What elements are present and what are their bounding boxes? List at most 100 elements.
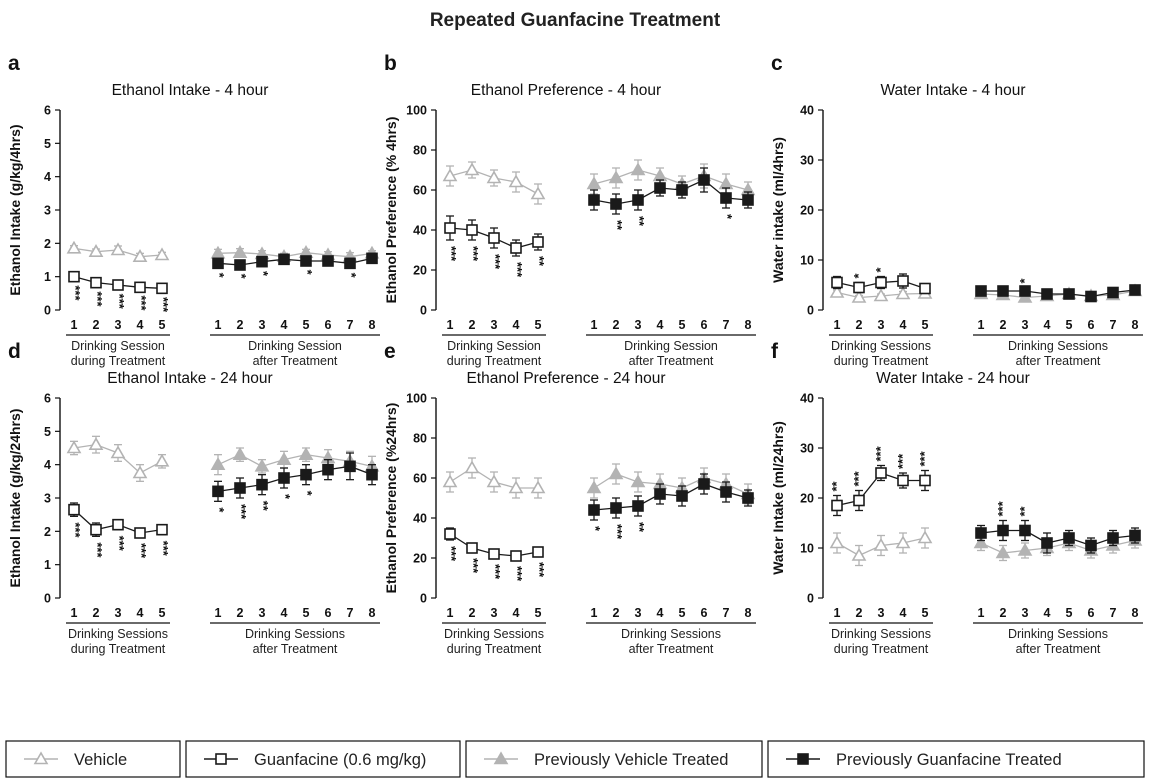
data-point xyxy=(298,447,314,460)
significance-marker: ** xyxy=(632,522,647,533)
y-axis-label: Ethanol Preference (%24hrs) xyxy=(383,403,399,594)
data-point xyxy=(156,523,168,536)
data-point xyxy=(110,242,126,256)
data-point xyxy=(486,474,502,488)
x-tick-label: 6 xyxy=(325,318,332,332)
series-vehicle xyxy=(829,284,933,303)
y-tick-label: 30 xyxy=(800,154,814,168)
x-tick-label: 6 xyxy=(701,606,708,620)
x-tick-label: 3 xyxy=(491,606,498,620)
data-point xyxy=(742,492,754,504)
x-tick-label: 1 xyxy=(447,318,454,332)
group-label-during: during Treatment xyxy=(834,354,929,368)
panel-d: d Ethanol Intake - 24 hour 0 1 2 3 4 5 6 Ethanol … xyxy=(7,340,380,656)
group-label-after: Drinking Sessions xyxy=(1008,627,1108,641)
data-point xyxy=(366,252,378,265)
x-tick-label: 7 xyxy=(723,606,730,620)
data-point xyxy=(698,478,710,490)
panel-f: f Water Intake - 24 hour 0 10 20 30 40 Water In… xyxy=(770,340,1143,656)
group-label-after: Drinking Session xyxy=(624,339,718,353)
legend-label: Previously Vehicle Treated xyxy=(534,751,728,769)
data-point xyxy=(917,530,933,544)
legend-marker xyxy=(493,751,509,765)
data-point xyxy=(488,232,500,244)
y-tick-label: 60 xyxy=(413,472,427,486)
data-point xyxy=(995,545,1011,559)
data-point xyxy=(873,288,889,302)
group-label-after: Drinking Sessions xyxy=(621,627,721,641)
panel-e: e Ethanol Preference - 24 hour 0 20 40 60 80 10… xyxy=(383,340,756,656)
group-label-during: during Treatment xyxy=(71,642,166,656)
y-tick-label: 1 xyxy=(44,270,51,284)
x-tick-label: 8 xyxy=(369,318,376,332)
x-tick-label: 1 xyxy=(71,606,78,620)
data-point xyxy=(444,222,456,234)
data-point xyxy=(486,170,502,184)
series-guanfacine-0-6-mg-kg: *** *** *** *** *** xyxy=(68,502,171,559)
data-point xyxy=(1041,288,1053,300)
x-tick-label: 1 xyxy=(215,318,222,332)
data-point xyxy=(676,184,688,196)
data-point xyxy=(720,486,732,498)
data-point xyxy=(466,224,478,236)
significance-marker: *** xyxy=(444,546,459,562)
legend-item-1: Vehicle xyxy=(5,740,181,778)
data-point xyxy=(232,245,248,258)
significance-marker: *** xyxy=(112,294,127,310)
x-tick-label: 2 xyxy=(1000,606,1007,620)
group-label-during: during Treatment xyxy=(447,354,542,368)
x-tick-label: 1 xyxy=(978,606,985,620)
data-point xyxy=(630,474,646,488)
y-tick-label: 20 xyxy=(800,492,814,506)
x-tick-label: 4 xyxy=(513,606,520,620)
data-point xyxy=(1129,529,1141,542)
x-tick-label: 1 xyxy=(447,606,454,620)
data-point xyxy=(344,257,356,270)
y-axis-label: Ethanol Preference (% 4hrs) xyxy=(383,117,399,304)
series-vehicle xyxy=(66,240,170,262)
panel-title: Ethanol Preference - 24 hour xyxy=(466,370,665,387)
x-tick-label: 1 xyxy=(591,318,598,332)
significance-marker: *** xyxy=(995,500,1010,516)
x-tick-label: 2 xyxy=(613,318,620,332)
legend-item-2: Guanfacine (0.6 mg/kg) xyxy=(185,740,461,778)
x-tick-label: 5 xyxy=(535,606,542,620)
significance-marker: * xyxy=(256,271,271,277)
legend-marker xyxy=(215,753,227,765)
data-point xyxy=(853,281,865,294)
significance-marker: ** xyxy=(1017,505,1032,516)
y-tick-label: 2 xyxy=(44,525,51,539)
panel-letter: f xyxy=(771,340,779,363)
y-axis-label: Ethanol Intake (g/kg/4hrs) xyxy=(7,124,23,295)
x-tick-label: 7 xyxy=(1110,318,1117,332)
y-tick-label: 5 xyxy=(44,137,51,151)
filled-triangle-icon xyxy=(493,751,509,765)
data-point xyxy=(1107,286,1119,299)
significance-marker: *** xyxy=(851,470,866,486)
data-point xyxy=(831,276,843,289)
significance-marker: *** xyxy=(134,295,149,311)
y-tick-label: 40 xyxy=(800,392,814,406)
data-point xyxy=(630,162,646,176)
data-point xyxy=(608,466,624,480)
data-point xyxy=(873,537,889,551)
group-label-during: Drinking Session xyxy=(447,339,541,353)
y-tick-label: 2 xyxy=(44,237,51,251)
y-tick-label: 1 xyxy=(44,558,51,572)
data-point xyxy=(1129,284,1141,296)
filled-square-icon xyxy=(797,753,809,765)
panel-title: Water Intake - 24 hour xyxy=(876,370,1030,387)
x-tick-label: 1 xyxy=(591,606,598,620)
data-point xyxy=(1063,532,1075,544)
panel-title: Ethanol Intake - 4 hour xyxy=(112,82,269,99)
y-tick-label: 5 xyxy=(44,425,51,439)
data-point xyxy=(654,488,666,500)
significance-marker: * xyxy=(720,214,735,220)
x-tick-label: 4 xyxy=(281,318,288,332)
series-guanfacine-0-6-mg-kg: ************** xyxy=(444,215,547,278)
data-point xyxy=(975,285,987,297)
significance-marker: *** xyxy=(112,536,127,552)
data-point xyxy=(278,253,290,266)
x-tick-label: 3 xyxy=(878,318,885,332)
x-tick-label: 5 xyxy=(535,318,542,332)
